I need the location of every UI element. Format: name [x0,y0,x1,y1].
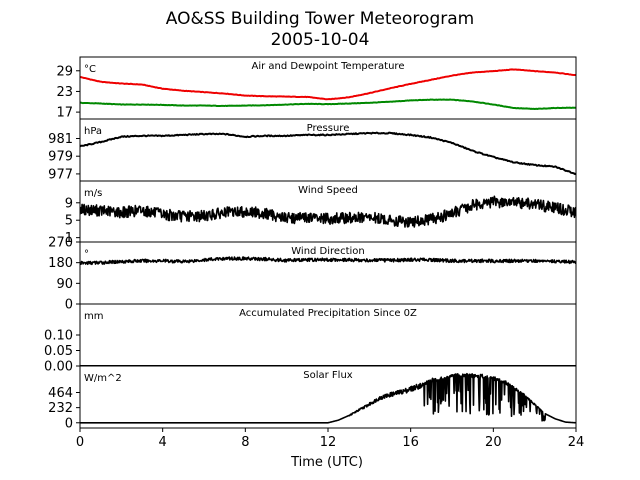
precipitation-unit-label: mm [84,311,103,322]
x-tick-label: 0 [76,435,84,450]
x-tick-label: 4 [159,435,167,450]
wind-direction-ytick-label: 0 [65,298,73,313]
wind-direction-plot-area [80,256,576,266]
x-tick-label: 20 [485,435,502,450]
temperature-plot-area [80,68,576,111]
x-tick-label: 8 [241,435,249,450]
pressure-ytick-label: 977 [48,167,73,182]
precipitation-ytick-label: 0.10 [44,329,73,344]
temperature-ytick-label: 29 [56,64,73,79]
wind-speed-unit-label: m/s [84,188,102,199]
solar-flux-series-0 [80,372,576,424]
wind-direction-series-0 [80,256,576,266]
pressure-plot-area [80,131,576,176]
panel-wind-direction: 0 90 180 270 ° Wind Direction [48,236,577,313]
temperature-ytick-label: 23 [56,85,73,100]
panel-pressure: 977 979 981 hPa Pressure [48,118,577,182]
wind-direction-ytick-label: 180 [48,256,73,271]
solar-flux-panel-title: Solar Flux [303,370,353,381]
panel-wind-speed: 1 5 9 m/s Wind Speed [65,180,577,246]
wind-direction-unit-label: ° [84,249,89,260]
wind-direction-ytick-label: 270 [48,236,73,251]
solar-flux-ytick-label: 464 [48,386,73,401]
wind-direction-ytick-label: 90 [56,277,73,292]
wind-speed-ytick-label: 5 [65,214,73,229]
pressure-series-0 [80,131,576,176]
pressure-ytick-label: 981 [48,132,73,147]
precipitation-panel-title: Accumulated Precipitation Since 0Z [239,308,417,319]
wind-speed-series-0 [80,195,576,228]
solar-flux-ytick-label: 232 [48,401,73,416]
x-tick-label: 24 [568,435,585,450]
wind-speed-plot-area [80,195,576,228]
chart-title: AO&SS Building Tower Meteorogram [166,9,474,29]
wind-direction-panel-title: Wind Direction [291,246,365,257]
x-axis: 0 4 8 12 16 20 24 [76,428,584,450]
temperature-unit-label: °C [84,64,96,75]
pressure-ytick-label: 979 [48,150,73,165]
temperature-ytick-label: 17 [56,106,73,121]
panel-precipitation: 0.000.050.10 mm Accumulated Precipitation … [44,303,577,375]
chart-subtitle: 2005-10-04 [271,30,370,50]
solar-flux-plot-area [80,372,576,424]
solar-flux-unit-label: W/m^2 [84,373,122,384]
wind-speed-ytick-label: 1 [65,231,73,246]
pressure-panel-title: Pressure [307,123,350,134]
temperature-panel-title: Air and Dewpoint Temperature [252,61,405,72]
solar-flux-ytick-label: 0 [65,416,73,431]
panel-temperature: 17 23 29 °C Air and Dewpoint Temperature [56,56,577,121]
wind-speed-panel-title: Wind Speed [298,185,358,196]
precipitation-ytick-label: 0.05 [44,344,73,359]
precipitation-ytick-label: 0.00 [44,360,73,375]
x-tick-label: 12 [320,435,337,450]
temperature-series-1 [80,98,576,111]
x-tick-label: 16 [402,435,419,450]
x-axis-label: Time (UTC) [290,455,363,470]
temperature-series-0 [80,68,576,101]
wind-speed-ytick-label: 9 [65,196,73,211]
pressure-unit-label: hPa [84,126,102,137]
